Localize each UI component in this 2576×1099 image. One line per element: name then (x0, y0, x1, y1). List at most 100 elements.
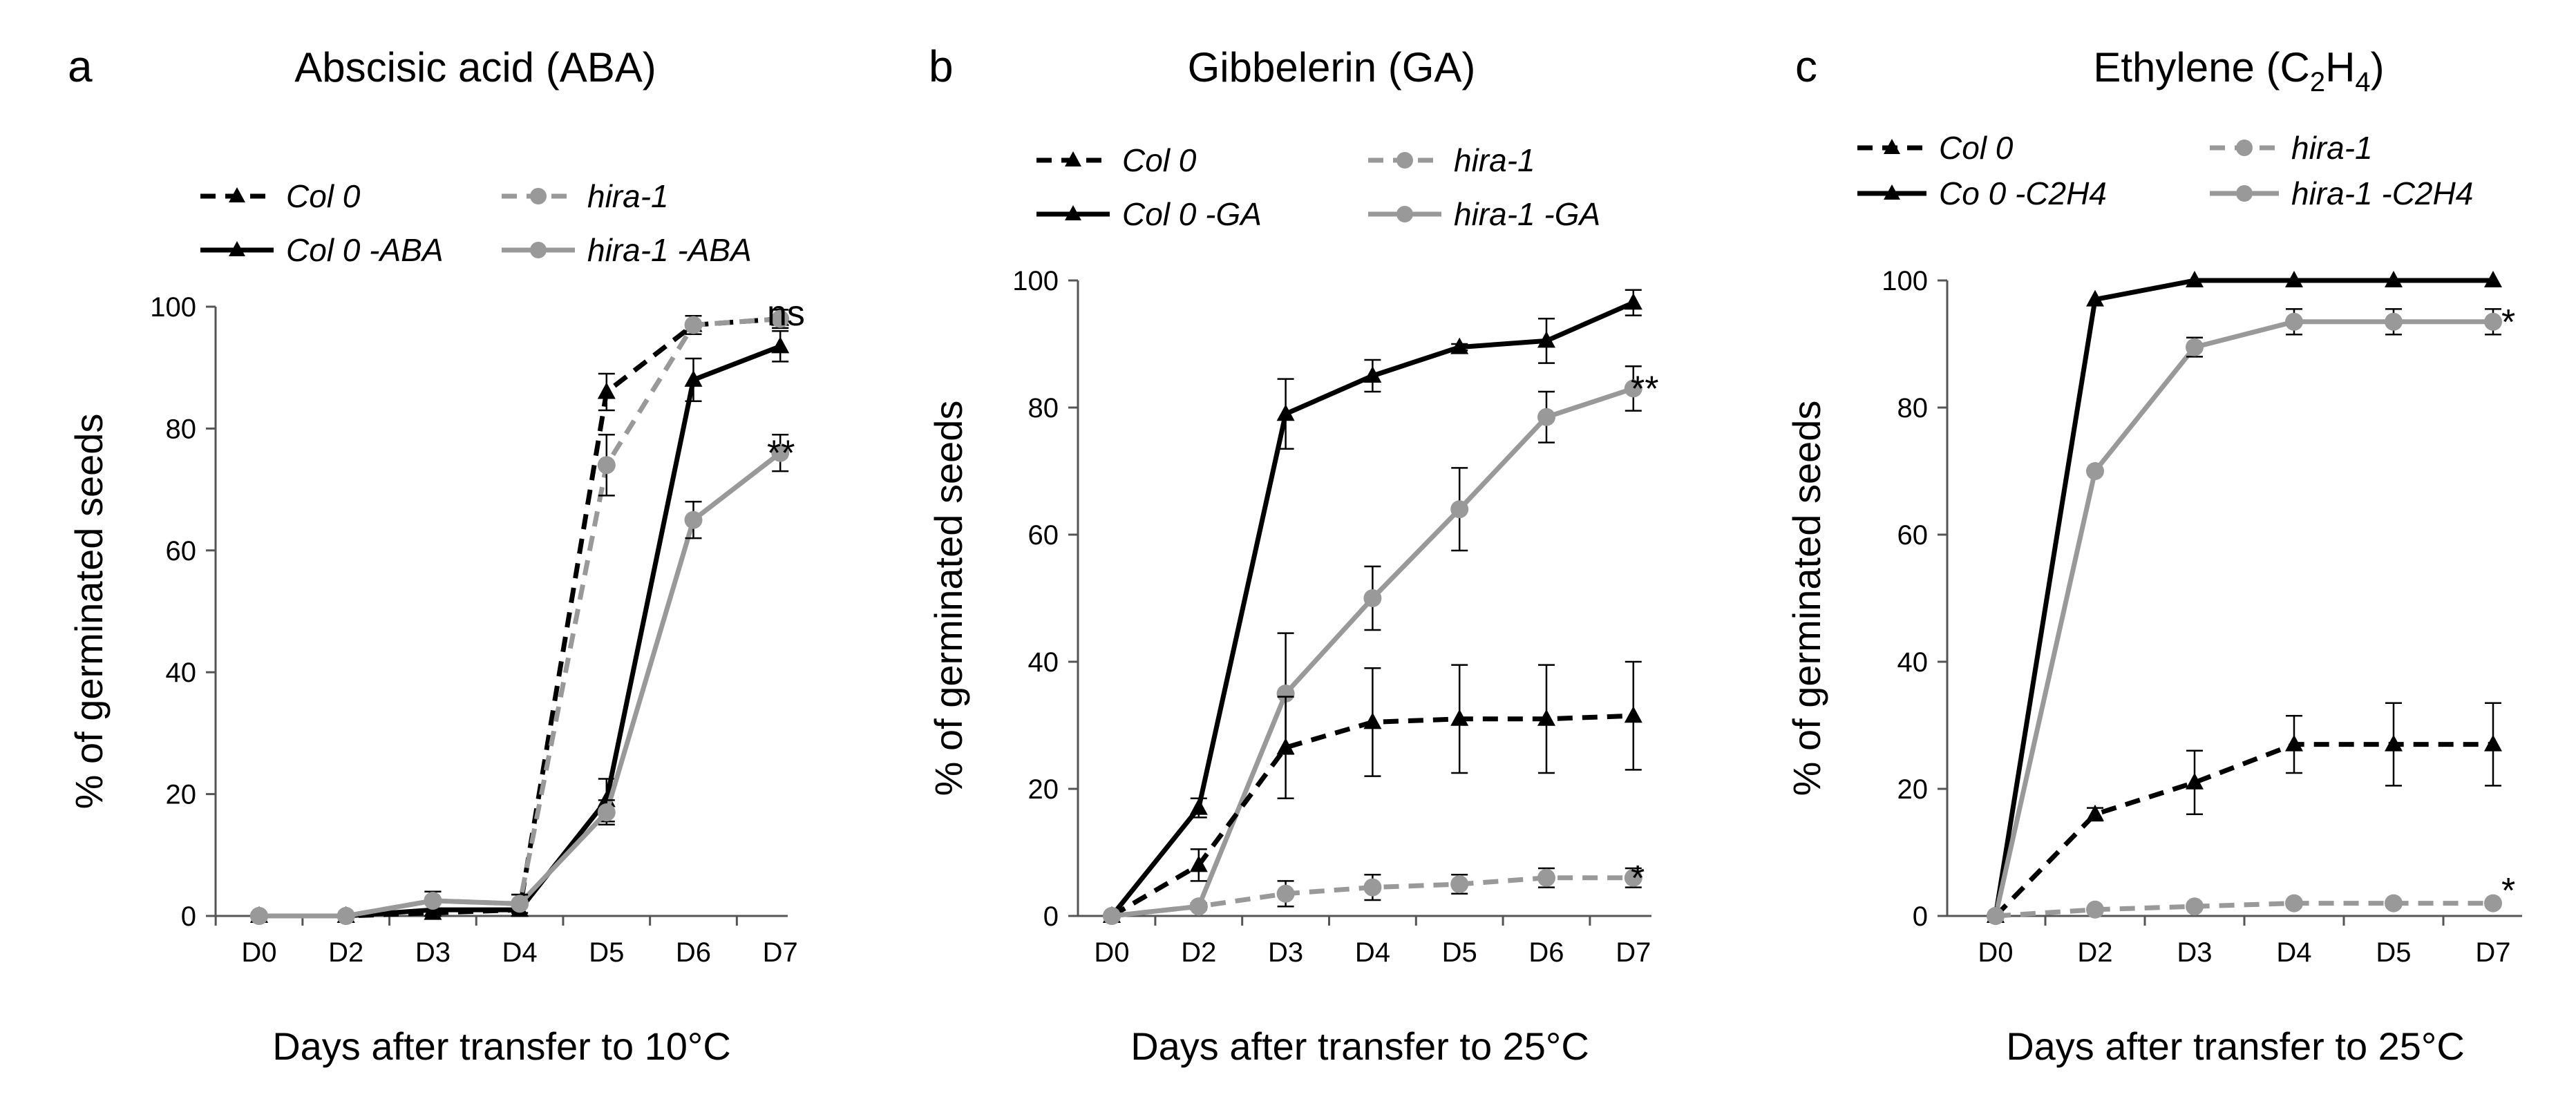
x-tick-label: D6 (676, 937, 711, 968)
panel-letter: c (1795, 41, 1817, 91)
legend-label: hira-1 -C2H4 (2291, 175, 2473, 211)
series-col-0 (1987, 702, 2502, 923)
title-text: Ethylene (C (2093, 44, 2309, 90)
data-point (2484, 894, 2502, 912)
legend-marker (1884, 184, 1900, 200)
x-tick-label: D0 (1978, 937, 2013, 968)
legend-item-hira-1: hira-1 (502, 178, 669, 214)
data-point (1537, 709, 1555, 726)
legend-label: Col 0 (286, 178, 361, 214)
panel-a: a Abscisic acid (ABA) % of germinated se… (67, 41, 805, 1068)
legend-label: hira-1 (1454, 142, 1535, 178)
data-point (424, 891, 442, 910)
data-point (424, 903, 442, 920)
data-point (2385, 894, 2403, 912)
panel-title: Abscisic acid (ABA) (294, 44, 656, 90)
data-point (2186, 897, 2204, 916)
series-col-0-ga (1103, 289, 1642, 923)
series-line (259, 316, 781, 919)
x-tick-label: D7 (1616, 937, 1651, 968)
legend-marker (530, 188, 547, 204)
data-point (2285, 894, 2303, 912)
series-hira-1 (1103, 867, 1642, 925)
data-point (1450, 337, 1469, 354)
data-point (2385, 312, 2403, 331)
data-point (2385, 271, 2403, 287)
legend-marker (229, 187, 245, 202)
data-point (684, 510, 703, 529)
legend-marker (229, 241, 245, 256)
data-point (1276, 685, 1295, 703)
legend-label: Col 0 (1939, 130, 2014, 166)
data-point (1537, 331, 1555, 348)
data-point (2086, 462, 2104, 480)
y-tick-label: 100 (150, 292, 196, 323)
y-tick-label: 40 (166, 658, 197, 688)
legend-marker (1884, 139, 1900, 154)
x-tick-label: D3 (1268, 937, 1303, 968)
x-tick-label: D2 (2077, 937, 2112, 968)
x-tick-label: D0 (241, 937, 276, 968)
data-point (1103, 907, 1121, 925)
series-col-0 (250, 309, 790, 923)
data-point (2484, 312, 2502, 331)
legend-marker (1065, 151, 1081, 166)
x-axis-title: Days after transfer to 25°C (1130, 1024, 1589, 1068)
data-point (1624, 706, 1642, 723)
data-point (1363, 878, 1382, 897)
data-point (2285, 271, 2303, 287)
title-suffix: ) (2371, 44, 2385, 90)
legend-label: Co 0 -C2H4 (1939, 175, 2107, 211)
legend-label: Col 0 -GA (1122, 196, 1262, 232)
data-point (2086, 900, 2104, 919)
y-tick-label: 100 (1012, 266, 1059, 296)
legend-item-hira-1-c2h4: hira-1 -C2H4 (2210, 175, 2473, 211)
x-tick-label: D7 (763, 937, 798, 968)
series-col-0-aba (250, 330, 790, 923)
data-point (2484, 271, 2502, 287)
data-point (2186, 271, 2204, 287)
data-point (1276, 738, 1295, 755)
series-co-0-c2h4 (1987, 271, 2502, 923)
significance-label: ns (767, 294, 805, 334)
data-point (597, 382, 616, 399)
legend-label: hira-1 -ABA (587, 232, 752, 268)
panel-c: c Ethylene (C2H4) % of germinated seeds … (1785, 41, 2522, 1068)
series-line (259, 316, 781, 919)
series-line (259, 450, 782, 919)
significance-label: ** (767, 434, 795, 474)
x-tick-label: D4 (502, 937, 538, 968)
y-tick-label: 0 (1913, 901, 1928, 932)
legend-item-hira-1: hira-1 (1368, 142, 1535, 178)
series-line (1111, 386, 1634, 919)
data-point (597, 456, 616, 475)
series-hira-1-aba (250, 433, 790, 925)
data-point (597, 803, 616, 822)
legend-marker (2236, 140, 2253, 156)
data-point (2285, 734, 2303, 752)
data-point (1624, 379, 1642, 398)
y-axis-title: % of germinated seeds (1785, 401, 1828, 796)
data-point (771, 309, 790, 328)
legend-item-hira-1-ga: hira-1 -GA (1368, 196, 1600, 232)
panel-title: Ethylene (C2H4) (2093, 44, 2384, 97)
x-axis-title: Days after transfer to 25°C (2006, 1024, 2465, 1068)
data-point (771, 336, 790, 354)
x-axis-title: Days after transfer to 10°C (272, 1024, 731, 1068)
data-point (1189, 855, 1208, 872)
legend-item-col-0: Col 0 (200, 178, 361, 214)
data-point (1450, 875, 1469, 893)
x-tick-label: D6 (1528, 937, 1564, 968)
y-tick-label: 60 (1897, 520, 1929, 551)
x-tick-label: D7 (2475, 937, 2510, 968)
series-line (1993, 278, 2493, 917)
y-tick-label: 20 (166, 780, 197, 810)
y-tick-label: 0 (1043, 901, 1059, 932)
significance-label: ** (1631, 369, 1658, 409)
legend-label: Col 0 -ABA (286, 232, 444, 268)
panel-letter: a (68, 41, 93, 91)
x-tick-label: D3 (2177, 937, 2212, 968)
series-hira-1-ga (1103, 365, 1642, 925)
significance-label: * (2501, 303, 2515, 343)
